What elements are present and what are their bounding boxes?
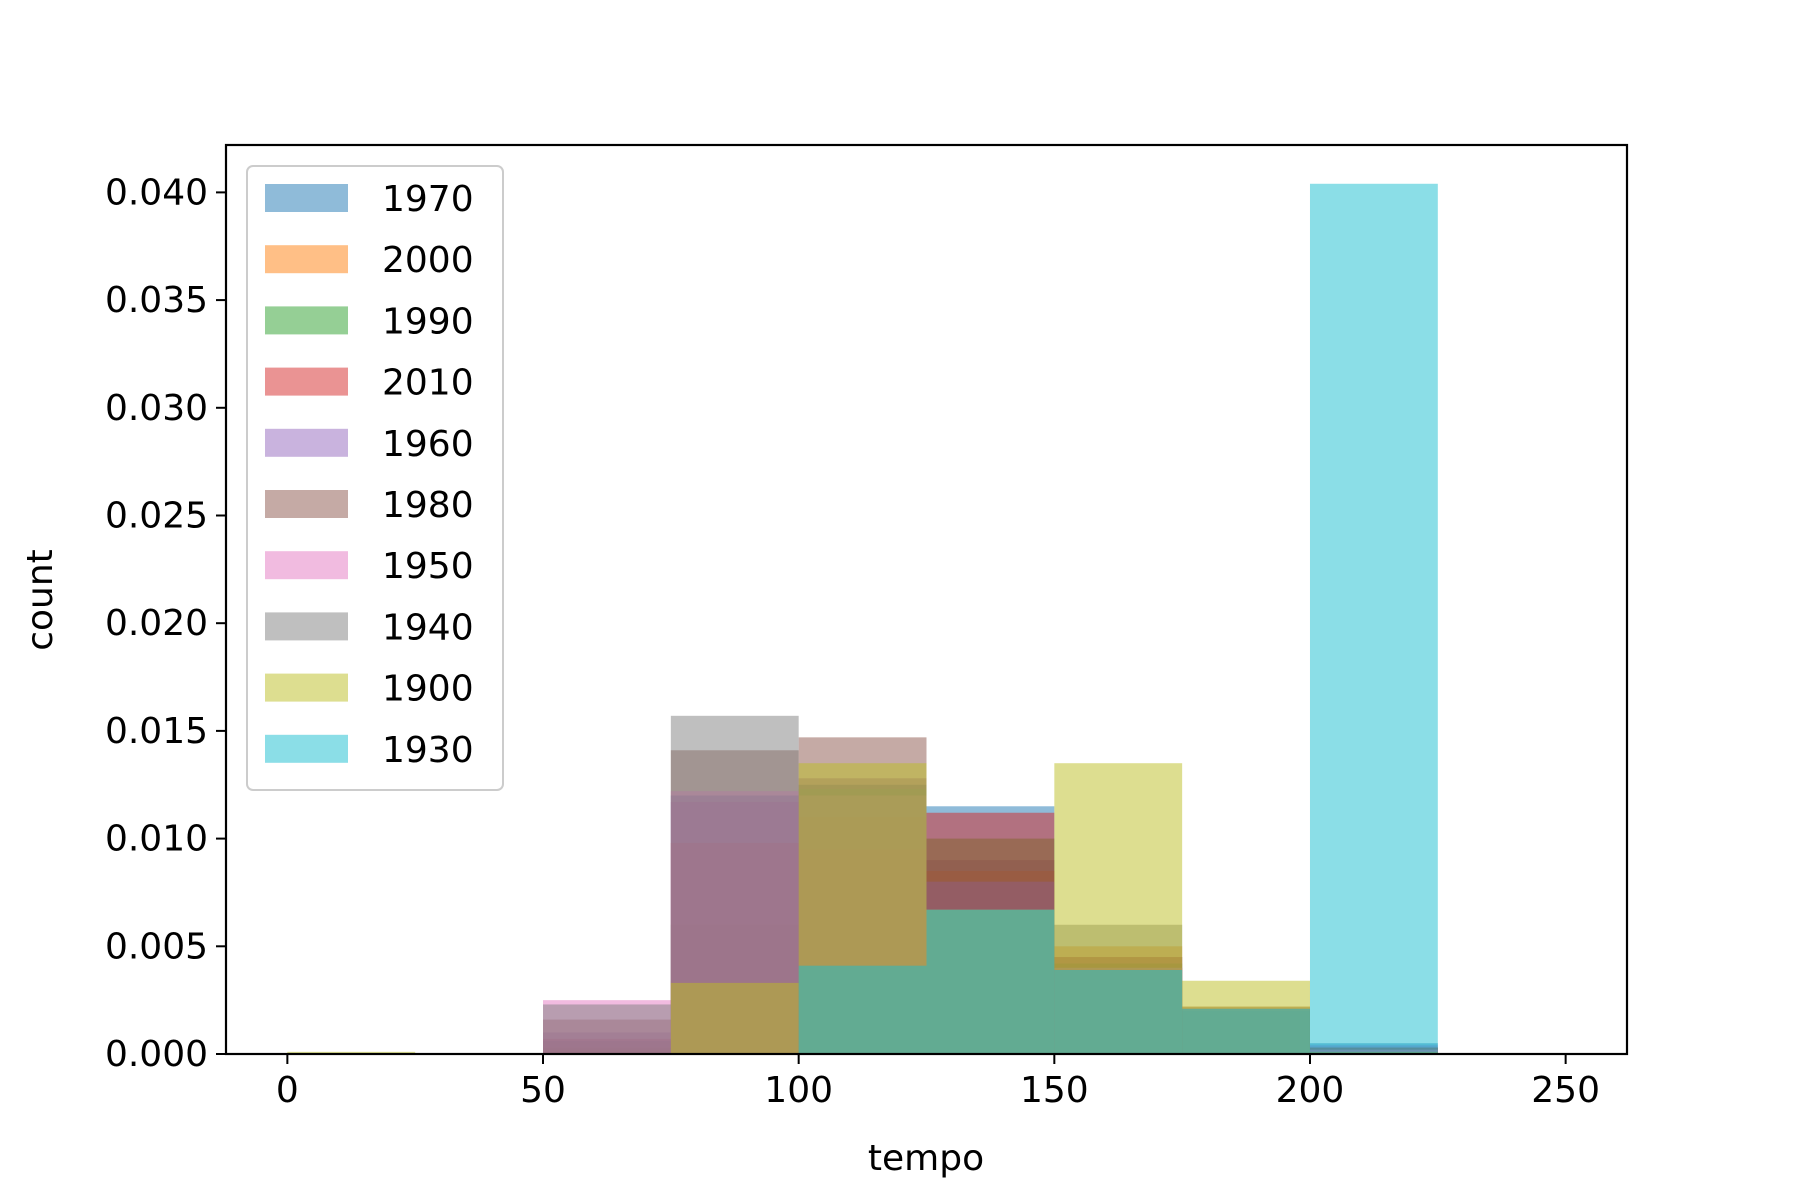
y-tick-label: 0.010 [105, 819, 208, 860]
x-tick-label: 50 [520, 1070, 566, 1111]
y-tick-label: 0.040 [105, 172, 208, 213]
legend-label-2010: 2010 [382, 363, 474, 404]
legend-label-1990: 1990 [382, 301, 474, 342]
x-tick-label: 200 [1276, 1070, 1345, 1111]
y-axis-label: count [20, 549, 61, 651]
bar-1930-bin-8 [1309, 183, 1438, 1054]
y-tick-label: 0.015 [105, 711, 208, 752]
y-tick-label: 0.025 [105, 495, 208, 536]
x-tick-label: 250 [1531, 1070, 1600, 1111]
x-axis-ticks: 0 50 100 150 200 250 [276, 1054, 1600, 1111]
legend-swatch-1960 [265, 428, 348, 457]
x-axis-label: tempo [868, 1138, 984, 1179]
y-tick-label: 0.035 [105, 280, 208, 321]
legend-swatch-1940 [265, 612, 348, 641]
bar-1900-bin-3 [670, 982, 799, 1054]
legend-swatch-1900 [265, 673, 348, 702]
legend-swatch-2010 [265, 367, 348, 396]
bar-1930-bin-5 [926, 909, 1055, 1054]
legend-swatch-1970 [265, 184, 348, 212]
legend-swatch-1930 [265, 734, 348, 763]
legend-label-1900: 1900 [382, 669, 474, 710]
y-tick-label: 0.005 [105, 926, 208, 967]
y-tick-label: 0.000 [105, 1034, 208, 1075]
legend-label-1950: 1950 [382, 546, 474, 587]
y-tick-label: 0.030 [105, 388, 208, 429]
y-axis-ticks: 0.000 0.005 0.010 0.015 0.020 0.025 0.030 0.035… [105, 172, 226, 1075]
bar-1940-bin-2 [543, 1004, 671, 1054]
legend: 1970 2000 1990 2010 1960 1980 1950 1940 1900 1930 [246, 165, 504, 791]
series-1930 [798, 183, 1438, 1054]
x-tick-label: 150 [1020, 1070, 1089, 1111]
y-tick-label: 0.020 [105, 603, 208, 644]
bar-1930-bin-6 [1054, 969, 1183, 1054]
legend-label-1960: 1960 [382, 424, 474, 465]
x-tick-label: 100 [764, 1070, 833, 1111]
x-tick-label: 0 [276, 1070, 299, 1111]
bar-1930-bin-7 [1182, 1008, 1310, 1054]
legend-swatch-2000 [265, 245, 348, 274]
legend-swatch-1980 [265, 490, 348, 518]
legend-label-1980: 1980 [382, 485, 474, 526]
plot-frame [224, 143, 1629, 1056]
legend-label-1940: 1940 [382, 607, 474, 648]
histogram-bars [287, 183, 1438, 1054]
legend-swatch-1950 [265, 551, 348, 580]
legend-swatch-1990 [265, 306, 348, 335]
legend-label-2000: 2000 [382, 240, 474, 281]
legend-label-1930: 1930 [382, 730, 474, 771]
bar-1930-bin-4 [798, 965, 927, 1054]
legend-label-1970: 1970 [382, 179, 474, 220]
